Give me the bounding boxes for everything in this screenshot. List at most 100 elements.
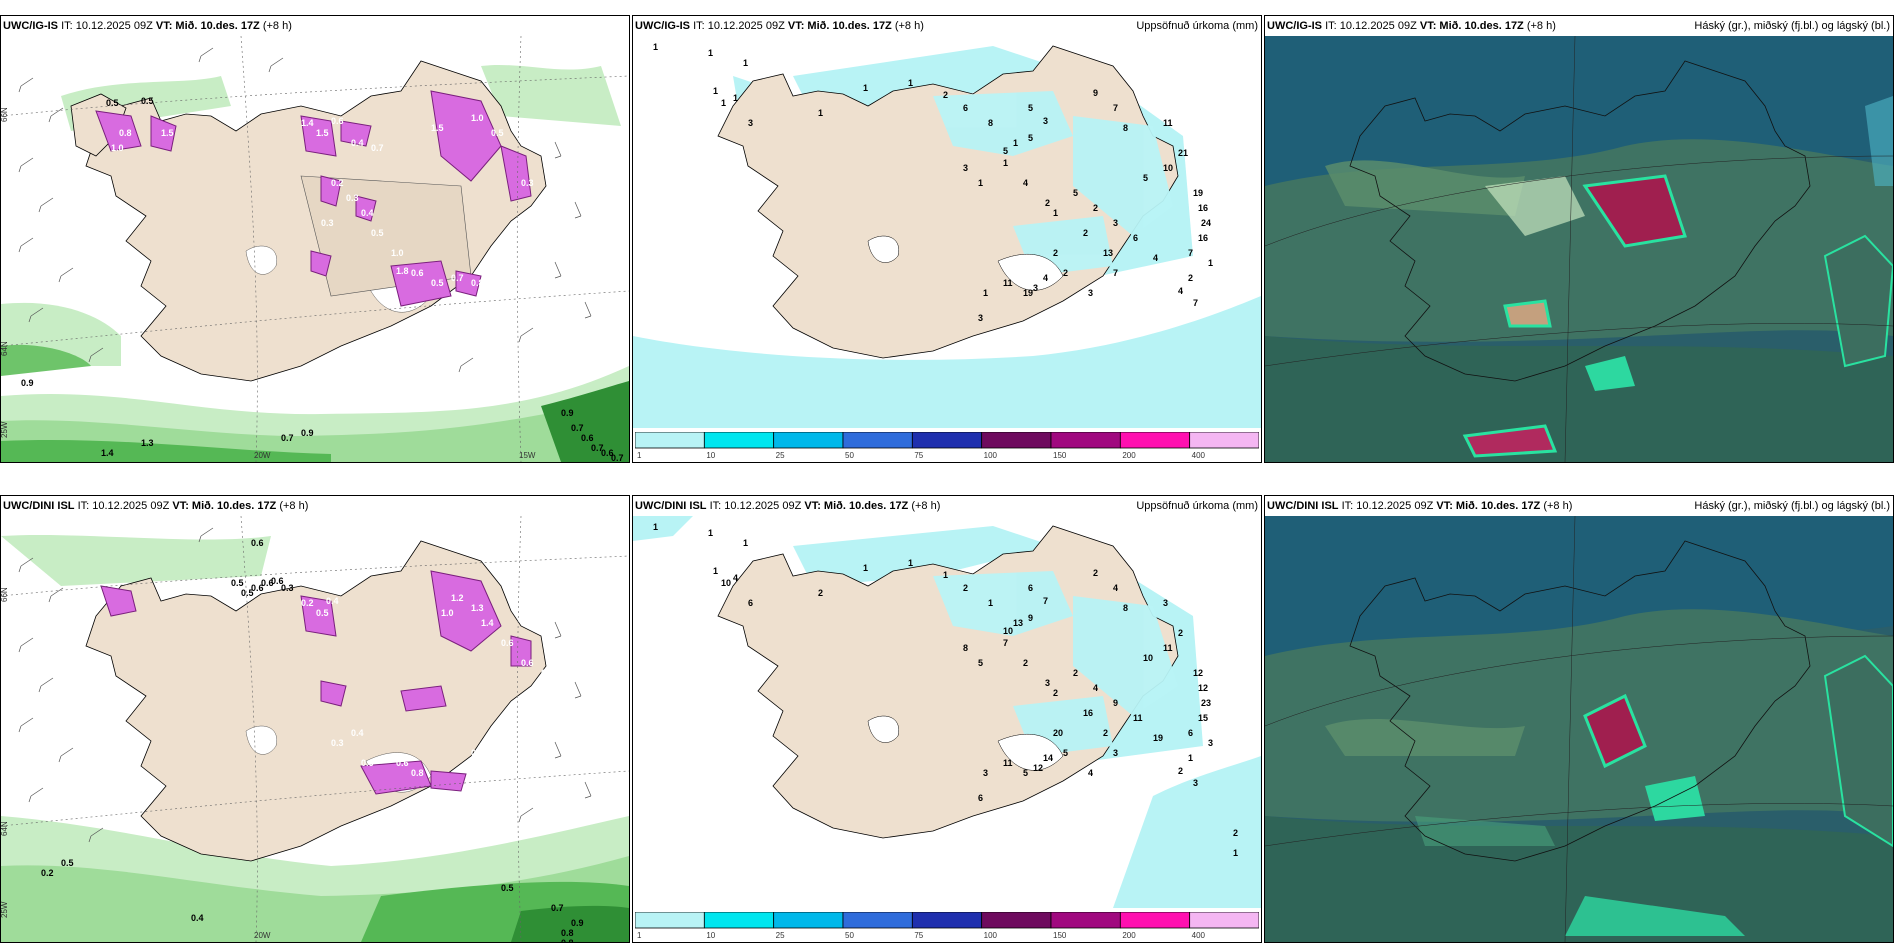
value-label: 1.3 bbox=[471, 603, 484, 613]
value-label: 1 bbox=[1013, 138, 1018, 148]
cloud-layers bbox=[1265, 516, 1893, 942]
value-label: 1 bbox=[1053, 208, 1058, 218]
value-label: 14 bbox=[1043, 753, 1053, 763]
lat-label: 64N bbox=[1, 341, 9, 356]
colorbar-swatch bbox=[773, 432, 844, 449]
value-label: 4 bbox=[1113, 583, 1118, 593]
panel-header: UWC/DINI ISL IT: 10.12.2025 09Z VT: Mið.… bbox=[1, 496, 629, 516]
value-label: 0.6 bbox=[271, 576, 284, 586]
value-label: 5 bbox=[1003, 146, 1008, 156]
colorbar-swatch bbox=[1050, 912, 1121, 929]
value-label: 0.6 bbox=[331, 116, 344, 126]
panel-title-right: Háský (gr.), miðský (fj.bl.) og lágský (… bbox=[1694, 20, 1890, 32]
value-label: 3 bbox=[978, 313, 983, 323]
value-label: 0.5 bbox=[316, 608, 329, 618]
value-label: 6 bbox=[748, 598, 753, 608]
lon-label: 20W bbox=[254, 931, 271, 940]
value-label: 1.0 bbox=[471, 113, 484, 123]
value-label: 4 bbox=[1043, 273, 1048, 283]
panel-header: UWC/IG-IS IT: 10.12.2025 09Z VT: Mið. 10… bbox=[633, 16, 1261, 36]
iceland-outline bbox=[1349, 540, 1811, 862]
value-label: 0.8 bbox=[471, 278, 484, 288]
colorbar-swatch bbox=[842, 432, 913, 449]
wind-map: 66N 64N 25W 20W 0.60.50.50.60.60.60.30.2… bbox=[1, 516, 629, 942]
value-label: 2 bbox=[1083, 228, 1088, 238]
value-label: 1 bbox=[721, 98, 726, 108]
iceland-outline bbox=[1349, 60, 1811, 382]
colorbar-tick: 10 bbox=[706, 931, 715, 940]
grid-lines bbox=[1265, 516, 1893, 942]
value-label: 0.3 bbox=[521, 178, 534, 188]
value-label: 5 bbox=[1143, 173, 1148, 183]
value-label: 5 bbox=[1023, 768, 1028, 778]
value-label: 1 bbox=[1188, 753, 1193, 763]
wind-map: 66N 64N 25W 20W 15W 0.5 0.50.81.01.51.41.… bbox=[1, 36, 629, 462]
value-label: 3 bbox=[1088, 288, 1093, 298]
value-label: 2 bbox=[1093, 568, 1098, 578]
value-label: 1.0 bbox=[391, 248, 404, 258]
white-areas bbox=[867, 715, 1064, 771]
value-label: 1 bbox=[1233, 848, 1238, 858]
colorbar-swatch bbox=[911, 912, 983, 929]
value-label: 16 bbox=[1198, 233, 1208, 243]
value-label: 7 bbox=[1193, 298, 1198, 308]
value-label: 2 bbox=[1103, 728, 1108, 738]
value-label: 4 bbox=[1088, 768, 1093, 778]
colorbar-swatch bbox=[1189, 912, 1259, 929]
value-label: 2 bbox=[1233, 828, 1238, 838]
value-label: 5 bbox=[1028, 103, 1033, 113]
value-label: 12 bbox=[1193, 668, 1203, 678]
value-label: 0.5 bbox=[106, 98, 119, 108]
value-label: 3 bbox=[963, 163, 968, 173]
value-label: 10 bbox=[1143, 653, 1153, 663]
value-label: 0.4 bbox=[326, 596, 339, 606]
value-label: 0.7 bbox=[371, 143, 384, 153]
colorbar-tick: 25 bbox=[776, 451, 785, 460]
value-label: 0.6 bbox=[471, 748, 484, 758]
colorbar-swatch bbox=[773, 912, 844, 929]
value-label: 3 bbox=[1208, 738, 1213, 748]
colorbar-tick: 400 bbox=[1192, 451, 1206, 460]
value-label: 0.8 bbox=[561, 938, 574, 942]
value-label: 0.6 bbox=[251, 583, 264, 593]
value-label: 7 bbox=[1003, 638, 1008, 648]
value-label: 0.7 bbox=[571, 423, 584, 433]
value-label: 1 bbox=[908, 78, 913, 88]
colorbar-swatch bbox=[981, 912, 1052, 929]
value-label: 2 bbox=[1053, 248, 1058, 258]
value-label: 10 bbox=[1003, 626, 1013, 636]
value-label: 2 bbox=[1073, 668, 1078, 678]
value-label: 2 bbox=[1178, 766, 1183, 776]
value-label: 20 bbox=[1053, 728, 1063, 738]
value-label: 4 bbox=[1153, 253, 1158, 263]
value-label: 8 bbox=[988, 118, 993, 128]
value-label: 16 bbox=[1198, 203, 1208, 213]
value-label: 1 bbox=[653, 42, 658, 52]
panel-top-clouds: UWC/IG-IS IT: 10.12.2025 09Z VT: Mið. 10… bbox=[1264, 15, 1894, 463]
value-label: 0.9 bbox=[301, 428, 314, 438]
value-label: 5 bbox=[1028, 133, 1033, 143]
value-label: 0.5 bbox=[231, 578, 244, 588]
value-label: 3 bbox=[1193, 778, 1198, 788]
colorbar-swatch bbox=[981, 432, 1052, 449]
value-label: 4 bbox=[1023, 178, 1028, 188]
value-label: 2 bbox=[943, 90, 948, 100]
value-label: 1.5 bbox=[431, 123, 444, 133]
value-label: 6 bbox=[1028, 583, 1033, 593]
value-label: 1.4 bbox=[101, 448, 114, 458]
value-label: 0.2 bbox=[301, 598, 314, 608]
value-label: 6 bbox=[1133, 233, 1138, 243]
value-label: 19 bbox=[1193, 188, 1203, 198]
value-label: 4 bbox=[733, 573, 738, 583]
grid-lines bbox=[1, 516, 629, 942]
value-label: 0.7 bbox=[611, 453, 624, 462]
value-label: 0.2 bbox=[41, 868, 54, 878]
value-label: 3 bbox=[1045, 678, 1050, 688]
value-label: 1 bbox=[713, 86, 718, 96]
value-label: 0.9 bbox=[571, 918, 584, 928]
value-label: 0.9 bbox=[561, 408, 574, 418]
value-label: 0.4 bbox=[361, 208, 374, 218]
value-label: 1 bbox=[983, 288, 988, 298]
value-label: 0.6 bbox=[521, 658, 534, 668]
